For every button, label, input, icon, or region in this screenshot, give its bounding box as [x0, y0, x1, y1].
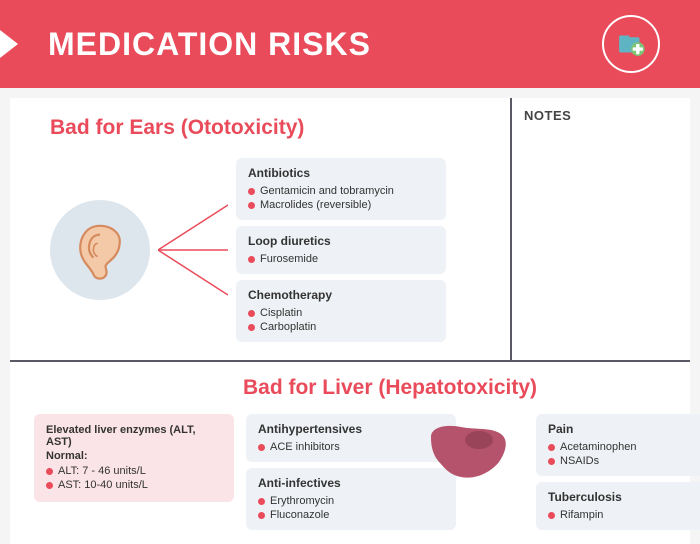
liver-icon — [408, 414, 524, 487]
hepatotoxicity-title: Bad for Liver (Hepatotoxicity) — [114, 376, 666, 400]
card-item: Macrolides (reversible) — [248, 198, 434, 212]
item-text: Fluconazole — [270, 509, 329, 521]
bullet-icon — [548, 458, 555, 465]
card-item: Carboplatin — [248, 320, 434, 334]
enzyme-card: Elevated liver enzymes (ALT, AST) Normal… — [34, 414, 234, 502]
hepato-left-cards: AntihypertensivesACE inhibitorsAnti-infe… — [246, 414, 396, 530]
card-title: Loop diuretics — [248, 234, 434, 248]
bullet-icon — [258, 512, 265, 519]
ear-icon — [50, 200, 150, 300]
item-text: Cisplatin — [260, 307, 302, 319]
card-item: Erythromycin — [258, 494, 444, 508]
med-card: Chemotherapy Cisplatin Carboplatin — [236, 280, 446, 342]
item-text: Macrolides (reversible) — [260, 199, 371, 211]
item-text: Rifampin — [560, 509, 603, 521]
header: MEDICATION RISKS — [0, 0, 700, 88]
arrow-left-icon — [0, 30, 18, 58]
card-item: Furosemide — [248, 252, 434, 266]
item-text: Carboplatin — [260, 321, 316, 333]
item-text: AST: 10-40 units/L — [58, 479, 148, 491]
med-card: Loop diuretics Furosemide — [236, 226, 446, 274]
med-card: Tuberculosis Rifampin — [536, 482, 700, 530]
bullet-icon — [46, 482, 53, 489]
card-item: Acetaminophen — [548, 440, 700, 454]
ototoxicity-diagram: Antibiotics Gentamicin and tobramycin Macr… — [50, 158, 486, 342]
notes-title: NOTES — [524, 108, 678, 123]
bullet-icon — [258, 498, 265, 505]
card-item: Fluconazole — [258, 508, 444, 522]
med-card: Antibiotics Gentamicin and tobramycin Macr… — [236, 158, 446, 220]
page-title: MEDICATION RISKS — [48, 26, 371, 63]
hepatotoxicity-row: Elevated liver enzymes (ALT, AST) Normal… — [34, 414, 666, 530]
bullet-icon — [46, 468, 53, 475]
card-item: Rifampin — [548, 508, 700, 522]
bullet-icon — [248, 310, 255, 317]
item-text: Acetaminophen — [560, 441, 636, 453]
item-text: Gentamicin and tobramycin — [260, 185, 394, 197]
enzyme-item: ALT: 7 - 46 units/L — [46, 464, 222, 478]
card-title: Tuberculosis — [548, 490, 700, 504]
ototoxicity-title: Bad for Ears (Ototoxicity) — [50, 116, 486, 140]
med-card: Pain Acetaminophen NSAIDs — [536, 414, 700, 476]
card-title: Pain — [548, 422, 700, 436]
item-text: Furosemide — [260, 253, 318, 265]
card-item: NSAIDs — [548, 454, 700, 468]
item-text: NSAIDs — [560, 455, 599, 467]
item-text: ACE inhibitors — [270, 441, 340, 453]
enzyme-item: AST: 10-40 units/L — [46, 478, 222, 492]
card-item: Cisplatin — [248, 306, 434, 320]
enzyme-title: Elevated liver enzymes (ALT, AST) — [46, 424, 222, 448]
bullet-icon — [258, 444, 265, 451]
folder-pills-icon — [602, 15, 660, 73]
bullet-icon — [248, 202, 255, 209]
ototoxicity-content: Bad for Ears (Ototoxicity) Antibiotics Ge… — [10, 98, 510, 360]
hepatotoxicity-section: Bad for Liver (Hepatotoxicity) Elevated … — [10, 362, 690, 544]
card-title: Chemotherapy — [248, 288, 434, 302]
item-text: Erythromycin — [270, 495, 334, 507]
bullet-icon — [248, 188, 255, 195]
card-title: Antibiotics — [248, 166, 434, 180]
bullet-icon — [248, 256, 255, 263]
connector-lines — [158, 185, 228, 315]
bullet-icon — [548, 444, 555, 451]
bullet-icon — [248, 324, 255, 331]
bullet-icon — [548, 512, 555, 519]
enzyme-subtitle: Normal: — [46, 450, 222, 462]
hepato-right-cards: PainAcetaminophenNSAIDsTuberculosisRifam… — [536, 414, 666, 530]
item-text: ALT: 7 - 46 units/L — [58, 465, 146, 477]
card-item: Gentamicin and tobramycin — [248, 184, 434, 198]
notes-panel: NOTES — [510, 98, 690, 360]
ototoxicity-section: Bad for Ears (Ototoxicity) Antibiotics Ge… — [10, 98, 690, 360]
ototoxicity-cards: Antibiotics Gentamicin and tobramycin Macr… — [236, 158, 446, 342]
